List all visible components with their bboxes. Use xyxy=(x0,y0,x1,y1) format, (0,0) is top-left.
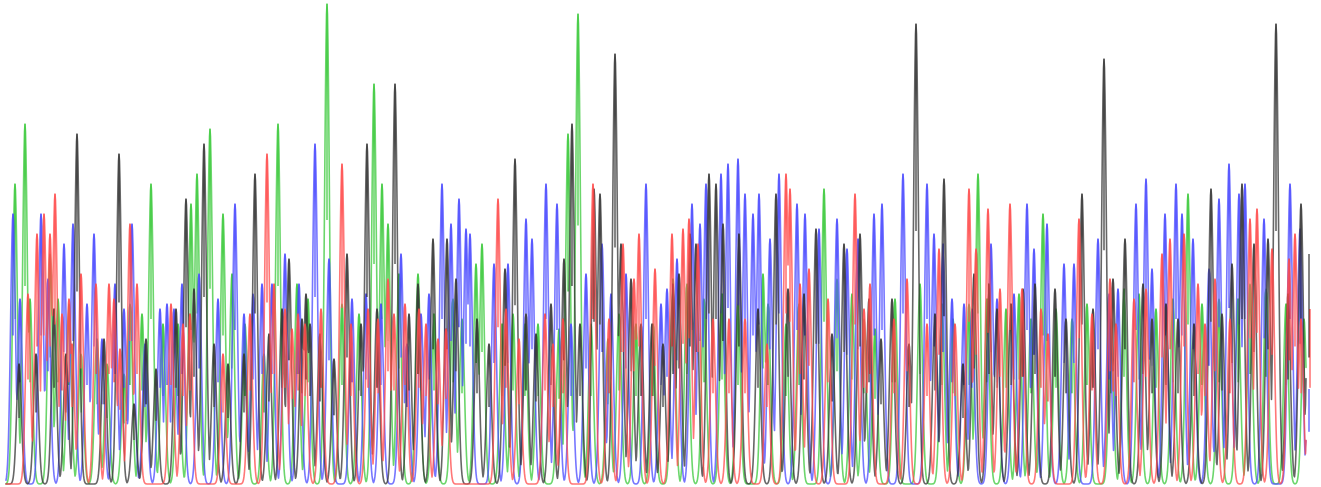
trace-C xyxy=(5,143,1307,485)
trace-G xyxy=(5,23,1307,485)
trace-A xyxy=(5,3,1307,485)
chromatogram-traces xyxy=(5,3,1311,485)
